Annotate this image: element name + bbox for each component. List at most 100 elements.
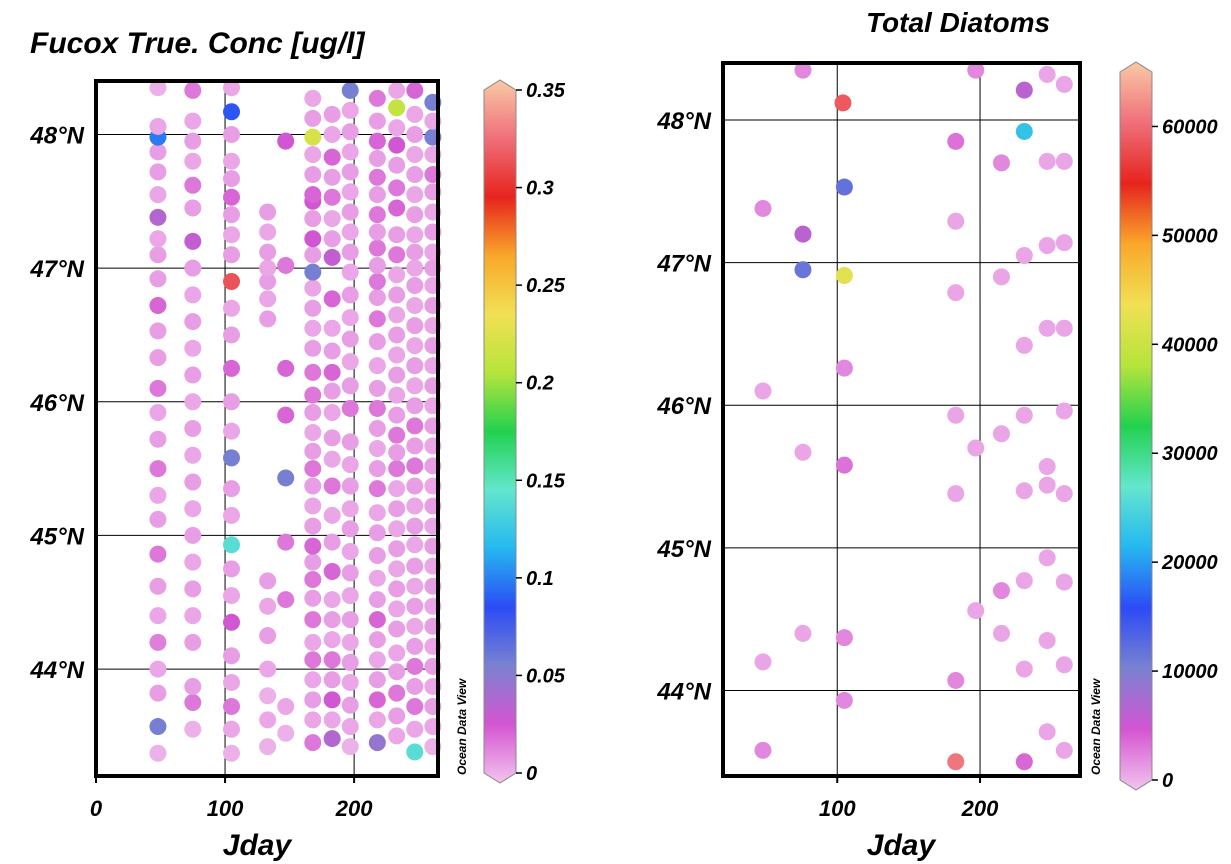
left-data-point	[341, 564, 359, 582]
left-data-point	[388, 520, 406, 538]
left-data-point	[368, 256, 386, 274]
left-data-point	[406, 317, 424, 335]
right-data-point	[967, 61, 985, 79]
right-data-point	[794, 443, 812, 461]
left-data-point	[223, 103, 241, 121]
left-data-point	[368, 420, 386, 437]
left-data-point	[223, 206, 241, 224]
left-data-point	[388, 326, 406, 344]
left-data-point	[149, 79, 167, 97]
left-data-point	[406, 297, 424, 315]
left-data-point	[259, 572, 277, 590]
right-y-tick-label: 46°N	[656, 393, 711, 420]
right-data-point	[1055, 741, 1073, 759]
left-data-point	[223, 587, 241, 605]
left-data-point	[184, 553, 202, 571]
right-y-axis-ticks: 44°N 45°N 46°N 47°N 48°N	[656, 108, 711, 705]
left-data-point	[323, 125, 341, 143]
left-data-point	[223, 698, 241, 715]
right-data-point	[1038, 723, 1056, 741]
right-colorbar-ramp	[1119, 61, 1153, 791]
left-data-point	[149, 460, 167, 478]
left-data-point	[406, 657, 424, 675]
left-data-point	[223, 744, 241, 762]
left-data-point	[304, 711, 322, 729]
right-x-tick-label: 200	[961, 796, 999, 821]
left-colorbar-tick-label: 0.3	[526, 178, 554, 200]
left-data-point	[259, 597, 277, 615]
left-data-point	[341, 223, 359, 241]
left-data-point	[341, 718, 359, 736]
left-data-point	[341, 243, 359, 261]
right-data-point	[1038, 632, 1056, 650]
right-data-points	[754, 61, 1073, 771]
left-data-point	[149, 186, 167, 204]
left-data-point	[184, 286, 202, 304]
right-data-point	[992, 582, 1010, 600]
left-data-point	[304, 589, 322, 607]
left-data-point	[277, 698, 295, 715]
right-colorbar-tick-label: 30000	[1162, 443, 1218, 465]
left-data-point	[304, 497, 322, 515]
right-data-point	[1015, 336, 1033, 354]
left-data-point	[304, 146, 322, 164]
left-data-point	[304, 633, 322, 651]
left-data-point	[341, 433, 359, 451]
right-x-axis-label: Jday	[867, 829, 937, 862]
left-data-point	[184, 473, 202, 491]
left-data-point	[368, 504, 386, 522]
left-data-point	[388, 246, 406, 264]
left-data-point	[277, 359, 295, 377]
left-data-point	[406, 105, 424, 123]
left-data-point	[304, 553, 322, 571]
right-odv-label: Ocean Data View	[1089, 678, 1103, 775]
left-data-point	[149, 660, 167, 678]
left-data-point	[368, 611, 386, 629]
left-data-point	[368, 206, 386, 224]
right-data-point	[835, 691, 853, 709]
right-data-point	[992, 425, 1010, 443]
left-data-point	[304, 477, 322, 495]
right-data-point	[1038, 549, 1056, 567]
left-data-point	[341, 123, 359, 141]
left-data-point	[406, 337, 424, 355]
right-data-point	[1015, 406, 1033, 424]
left-data-point	[223, 246, 241, 264]
left-data-point	[149, 246, 167, 264]
left-data-point	[259, 259, 277, 277]
left-data-point	[223, 152, 241, 170]
right-data-point	[754, 382, 772, 400]
left-data-point	[323, 319, 341, 337]
left-data-point	[223, 359, 241, 377]
left-data-point	[304, 263, 322, 281]
left-x-tick-label: 200	[335, 796, 373, 821]
left-data-point	[184, 500, 202, 518]
left-data-point	[304, 246, 322, 264]
left-data-point	[149, 577, 167, 595]
left-data-point	[368, 480, 386, 498]
left-data-point	[368, 524, 386, 542]
left-colorbar-tick-label: 0.05	[526, 665, 566, 687]
left-data-point	[406, 497, 424, 515]
right-data-point	[1015, 122, 1033, 140]
left-data-point	[368, 239, 386, 257]
left-colorbar-tick-label: 0.1	[526, 568, 554, 590]
right-x-tick-label: 100	[819, 796, 856, 821]
left-data-point	[304, 403, 322, 421]
left-data-point	[184, 339, 202, 357]
left-data-point	[406, 226, 424, 244]
left-data-point	[223, 326, 241, 344]
left-data-point	[388, 306, 406, 324]
right-data-point	[1055, 656, 1073, 674]
left-data-point	[149, 143, 167, 161]
left-data-point	[184, 81, 202, 99]
left-data-point	[277, 132, 295, 150]
right-data-point	[967, 602, 985, 620]
left-data-point	[368, 333, 386, 351]
right-data-point	[1055, 319, 1073, 337]
left-data-point	[341, 477, 359, 495]
left-data-point	[388, 426, 406, 444]
left-data-point	[368, 379, 386, 397]
left-chart-title: Fucox True. Conc [ug/l]	[30, 27, 365, 60]
right-data-point	[754, 199, 772, 217]
